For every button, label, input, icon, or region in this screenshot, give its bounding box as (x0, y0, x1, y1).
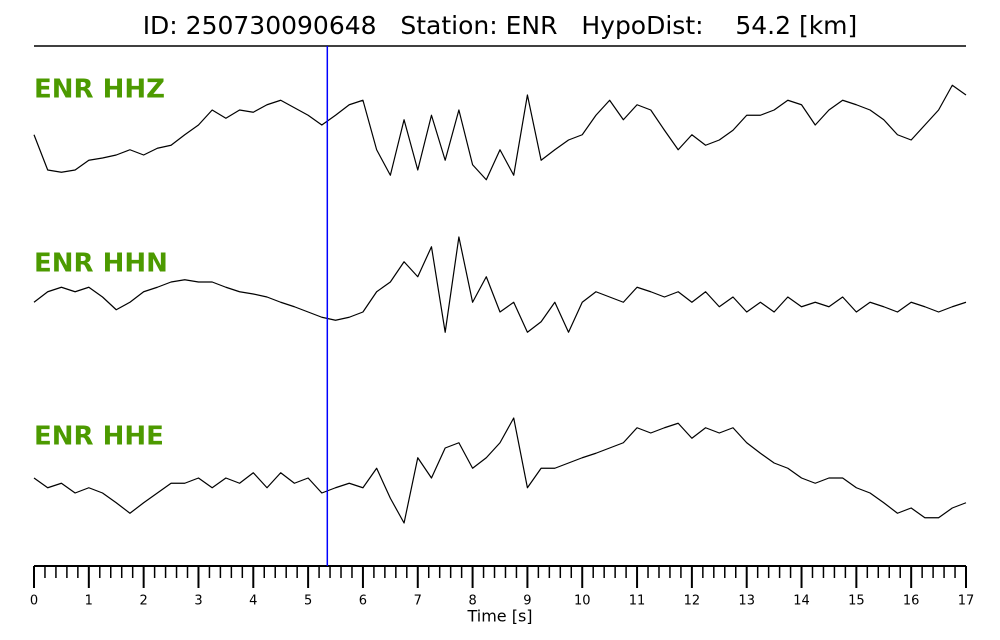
trace-label: ENR HHZ (34, 75, 165, 105)
x-tick-label: 6 (359, 594, 367, 609)
x-tick-label: 15 (848, 594, 865, 609)
x-tick-label: 9 (523, 594, 531, 609)
x-tick-label: 8 (468, 594, 476, 609)
x-tick-label: 12 (684, 594, 701, 609)
x-tick-label: 7 (414, 594, 422, 609)
trace (33, 417, 967, 524)
x-tick-label: 0 (30, 594, 38, 609)
x-tick-label: 4 (249, 594, 257, 609)
x-tick-label: 1 (85, 594, 93, 609)
trace-label: ENR HHN (34, 249, 168, 279)
x-tick-label: 10 (574, 594, 591, 609)
trace (33, 236, 967, 333)
x-tick-label: 17 (958, 594, 975, 609)
x-tick-label: 2 (140, 594, 148, 609)
x-tick-label: 3 (194, 594, 202, 609)
x-tick-label: 14 (793, 594, 810, 609)
trace (33, 84, 967, 181)
x-tick-label: 16 (903, 594, 920, 609)
x-tick-label: 5 (304, 594, 312, 609)
x-tick-label: 13 (738, 594, 755, 609)
trace-label: ENR HHE (34, 422, 164, 452)
x-tick-label: 11 (629, 594, 646, 609)
x-axis-label: Time [s] (466, 607, 532, 626)
chart-title: ID: 250730090648 Station: ENR HypoDist: … (143, 11, 858, 40)
